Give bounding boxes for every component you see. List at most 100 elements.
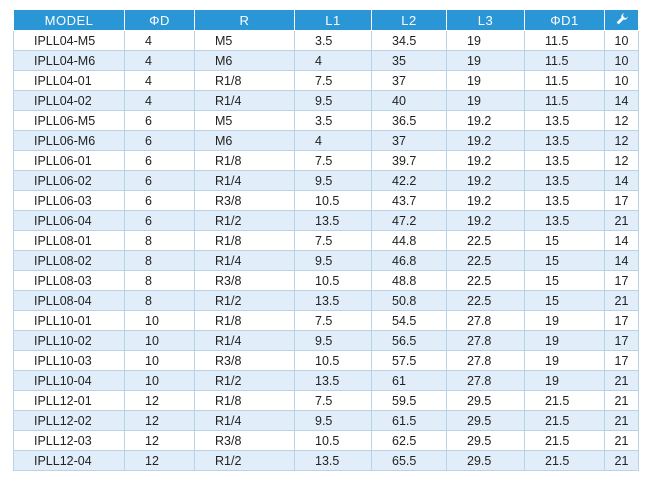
- cell-l2: 50.8: [371, 290, 447, 311]
- cell-l3: 19: [446, 30, 525, 51]
- cell-thread: R1/2: [194, 290, 295, 311]
- cell-diameter: 6: [124, 190, 195, 211]
- cell-l2: 44.8: [371, 230, 447, 251]
- cell-wrench-size: 12: [604, 130, 639, 151]
- cell-diameter: 6: [124, 210, 195, 231]
- cell-l2: 59.5: [371, 390, 447, 411]
- cell-l3: 29.5: [446, 390, 525, 411]
- cell-wrench-size: 14: [604, 250, 639, 271]
- cell-wrench-size: 21: [604, 430, 639, 451]
- cell-l3: 27.8: [446, 330, 525, 351]
- cell-l1: 3.5: [294, 110, 372, 131]
- cell-diameter: 8: [124, 230, 195, 251]
- cell-l1: 7.5: [294, 70, 372, 91]
- cell-diameter: 4: [124, 70, 195, 91]
- cell-l2: 43.7: [371, 190, 447, 211]
- cell-l3: 29.5: [446, 450, 525, 471]
- table-row: IPLL08-04 8 R1/2 13.5 50.8 22.5 15 21: [13, 290, 639, 311]
- cell-thread: M5: [194, 110, 295, 131]
- cell-diameter-d1: 11.5: [524, 50, 605, 71]
- cell-diameter-d1: 15: [524, 290, 605, 311]
- header-wrench: [604, 9, 639, 31]
- cell-diameter: 4: [124, 30, 195, 51]
- cell-l1: 10.5: [294, 430, 372, 451]
- cell-l1: 10.5: [294, 190, 372, 211]
- cell-l3: 19.2: [446, 170, 525, 191]
- table-row: IPLL06-03 6 R3/8 10.5 43.7 19.2 13.5 17: [13, 190, 639, 211]
- table-row: IPLL10-02 10 R1/4 9.5 56.5 27.8 19 17: [13, 330, 639, 351]
- cell-thread: R1/8: [194, 230, 295, 251]
- cell-diameter-d1: 11.5: [524, 90, 605, 111]
- table-row: IPLL06-01 6 R1/8 7.5 39.7 19.2 13.5 12: [13, 150, 639, 171]
- cell-diameter-d1: 11.5: [524, 70, 605, 91]
- cell-thread: R3/8: [194, 190, 295, 211]
- cell-l3: 19.2: [446, 130, 525, 151]
- cell-wrench-size: 10: [604, 70, 639, 91]
- cell-wrench-size: 17: [604, 190, 639, 211]
- cell-diameter-d1: 21.5: [524, 430, 605, 451]
- table-row: IPLL04-01 4 R1/8 7.5 37 19 11.5 10: [13, 70, 639, 91]
- cell-model: IPLL08-03: [13, 270, 125, 291]
- cell-l1: 7.5: [294, 390, 372, 411]
- cell-diameter: 8: [124, 270, 195, 291]
- cell-thread: R1/8: [194, 390, 295, 411]
- cell-diameter-d1: 15: [524, 230, 605, 251]
- spec-table-container: MODEL ΦD R L1 L2 L3 ΦD1 IPLL04-M5 4 M5 3.5 3…: [13, 9, 639, 471]
- cell-l3: 22.5: [446, 250, 525, 271]
- cell-l1: 13.5: [294, 290, 372, 311]
- header-row: MODEL ΦD R L1 L2 L3 ΦD1: [13, 9, 639, 31]
- cell-l1: 13.5: [294, 210, 372, 231]
- cell-model: IPLL06-04: [13, 210, 125, 231]
- cell-model: IPLL04-M5: [13, 30, 125, 51]
- table-row: IPLL10-01 10 R1/8 7.5 54.5 27.8 19 17: [13, 310, 639, 331]
- cell-diameter: 4: [124, 90, 195, 111]
- cell-l1: 13.5: [294, 450, 372, 471]
- cell-l1: 9.5: [294, 410, 372, 431]
- cell-thread: R1/2: [194, 370, 295, 391]
- cell-wrench-size: 21: [604, 370, 639, 391]
- cell-wrench-size: 17: [604, 270, 639, 291]
- cell-diameter: 8: [124, 250, 195, 271]
- header-l1: L1: [294, 9, 372, 31]
- cell-l2: 36.5: [371, 110, 447, 131]
- table-row: IPLL12-03 12 R3/8 10.5 62.5 29.5 21.5 21: [13, 430, 639, 451]
- cell-wrench-size: 14: [604, 230, 639, 251]
- cell-thread: M6: [194, 130, 295, 151]
- cell-l2: 37: [371, 70, 447, 91]
- cell-diameter: 10: [124, 350, 195, 371]
- cell-model: IPLL12-03: [13, 430, 125, 451]
- cell-model: IPLL12-01: [13, 390, 125, 411]
- cell-wrench-size: 17: [604, 350, 639, 371]
- cell-diameter-d1: 11.5: [524, 30, 605, 51]
- table-row: IPLL06-M5 6 M5 3.5 36.5 19.2 13.5 12: [13, 110, 639, 131]
- table-row: IPLL06-04 6 R1/2 13.5 47.2 19.2 13.5 21: [13, 210, 639, 231]
- cell-diameter: 8: [124, 290, 195, 311]
- header-model: MODEL: [13, 9, 125, 31]
- cell-model: IPLL04-M6: [13, 50, 125, 71]
- cell-diameter: 12: [124, 410, 195, 431]
- cell-l1: 3.5: [294, 30, 372, 51]
- cell-l2: 54.5: [371, 310, 447, 331]
- header-thread: R: [194, 9, 295, 31]
- cell-wrench-size: 17: [604, 310, 639, 331]
- cell-diameter: 10: [124, 330, 195, 351]
- cell-thread: R3/8: [194, 350, 295, 371]
- cell-l1: 9.5: [294, 90, 372, 111]
- cell-wrench-size: 14: [604, 170, 639, 191]
- cell-l1: 7.5: [294, 310, 372, 331]
- cell-model: IPLL06-01: [13, 150, 125, 171]
- cell-thread: R3/8: [194, 270, 295, 291]
- cell-l2: 47.2: [371, 210, 447, 231]
- cell-diameter-d1: 13.5: [524, 110, 605, 131]
- cell-diameter-d1: 19: [524, 310, 605, 331]
- cell-wrench-size: 21: [604, 290, 639, 311]
- table-row: IPLL04-02 4 R1/4 9.5 40 19 11.5 14: [13, 90, 639, 111]
- cell-model: IPLL10-03: [13, 350, 125, 371]
- cell-l2: 57.5: [371, 350, 447, 371]
- cell-l3: 22.5: [446, 290, 525, 311]
- cell-diameter-d1: 13.5: [524, 130, 605, 151]
- cell-diameter: 6: [124, 110, 195, 131]
- cell-l1: 7.5: [294, 230, 372, 251]
- cell-wrench-size: 12: [604, 150, 639, 171]
- cell-diameter-d1: 15: [524, 250, 605, 271]
